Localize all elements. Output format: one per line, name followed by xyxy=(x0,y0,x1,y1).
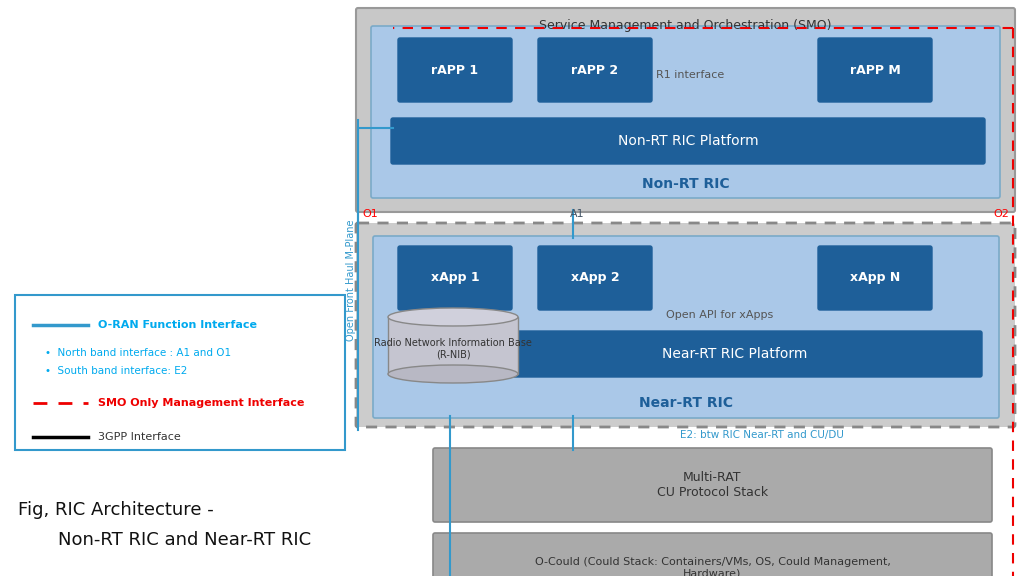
Text: O-Could (Could Stack: Containers/VMs, OS, Could Management,
Hardware): O-Could (Could Stack: Containers/VMs, OS… xyxy=(535,556,891,576)
Text: Near-RT RIC Platform: Near-RT RIC Platform xyxy=(663,347,808,361)
FancyBboxPatch shape xyxy=(433,448,992,522)
Text: Open API for xApps: Open API for xApps xyxy=(667,310,773,320)
Text: Radio Network Information Base
(R-NIB): Radio Network Information Base (R-NIB) xyxy=(374,338,531,359)
Text: R1 interface: R1 interface xyxy=(656,70,724,80)
Text: rAPP 2: rAPP 2 xyxy=(571,63,618,77)
FancyBboxPatch shape xyxy=(398,38,512,102)
Text: rAPP 1: rAPP 1 xyxy=(431,63,478,77)
Ellipse shape xyxy=(388,308,518,326)
Text: rAPP M: rAPP M xyxy=(850,63,900,77)
FancyBboxPatch shape xyxy=(538,246,652,310)
Text: A1: A1 xyxy=(570,209,585,219)
Text: Multi-RAT
CU Protocol Stack: Multi-RAT CU Protocol Stack xyxy=(657,471,768,499)
FancyBboxPatch shape xyxy=(356,223,1015,427)
Text: Non-RT RIC and Near-RT RIC: Non-RT RIC and Near-RT RIC xyxy=(35,531,311,549)
FancyBboxPatch shape xyxy=(818,246,932,310)
Text: Non-RT RIC Platform: Non-RT RIC Platform xyxy=(617,134,759,148)
Text: SMO Only Management Interface: SMO Only Management Interface xyxy=(98,398,304,408)
Text: Near-RT RIC: Near-RT RIC xyxy=(639,396,733,410)
FancyBboxPatch shape xyxy=(538,38,652,102)
FancyBboxPatch shape xyxy=(818,38,932,102)
Text: E2: btw RIC Near-RT and CU/DU: E2: btw RIC Near-RT and CU/DU xyxy=(680,430,844,440)
Text: O2: O2 xyxy=(993,209,1009,219)
Text: xApp 2: xApp 2 xyxy=(570,271,620,285)
FancyBboxPatch shape xyxy=(15,295,345,450)
FancyBboxPatch shape xyxy=(398,246,512,310)
Text: O-RAN Function Interface: O-RAN Function Interface xyxy=(98,320,257,330)
Text: Fig, RIC Architecture -: Fig, RIC Architecture - xyxy=(18,501,214,519)
FancyBboxPatch shape xyxy=(356,8,1015,212)
FancyBboxPatch shape xyxy=(433,533,992,576)
FancyBboxPatch shape xyxy=(391,118,985,164)
Ellipse shape xyxy=(388,365,518,383)
FancyBboxPatch shape xyxy=(371,26,1000,198)
Text: •  South band interface: E2: • South band interface: E2 xyxy=(45,366,187,376)
FancyBboxPatch shape xyxy=(373,236,999,418)
Bar xyxy=(388,317,518,374)
Text: O1: O1 xyxy=(362,209,378,219)
Text: 3GPP Interface: 3GPP Interface xyxy=(98,432,181,442)
FancyBboxPatch shape xyxy=(488,331,982,377)
Text: Open Front Haul M-Plane: Open Front Haul M-Plane xyxy=(346,219,356,341)
Text: Non-RT RIC: Non-RT RIC xyxy=(642,177,729,191)
Text: xApp N: xApp N xyxy=(850,271,900,285)
Text: xApp 1: xApp 1 xyxy=(431,271,479,285)
Text: •  North band interface : A1 and O1: • North band interface : A1 and O1 xyxy=(45,348,231,358)
Text: Service Management and Orchestration (SMO): Service Management and Orchestration (SM… xyxy=(540,20,831,32)
